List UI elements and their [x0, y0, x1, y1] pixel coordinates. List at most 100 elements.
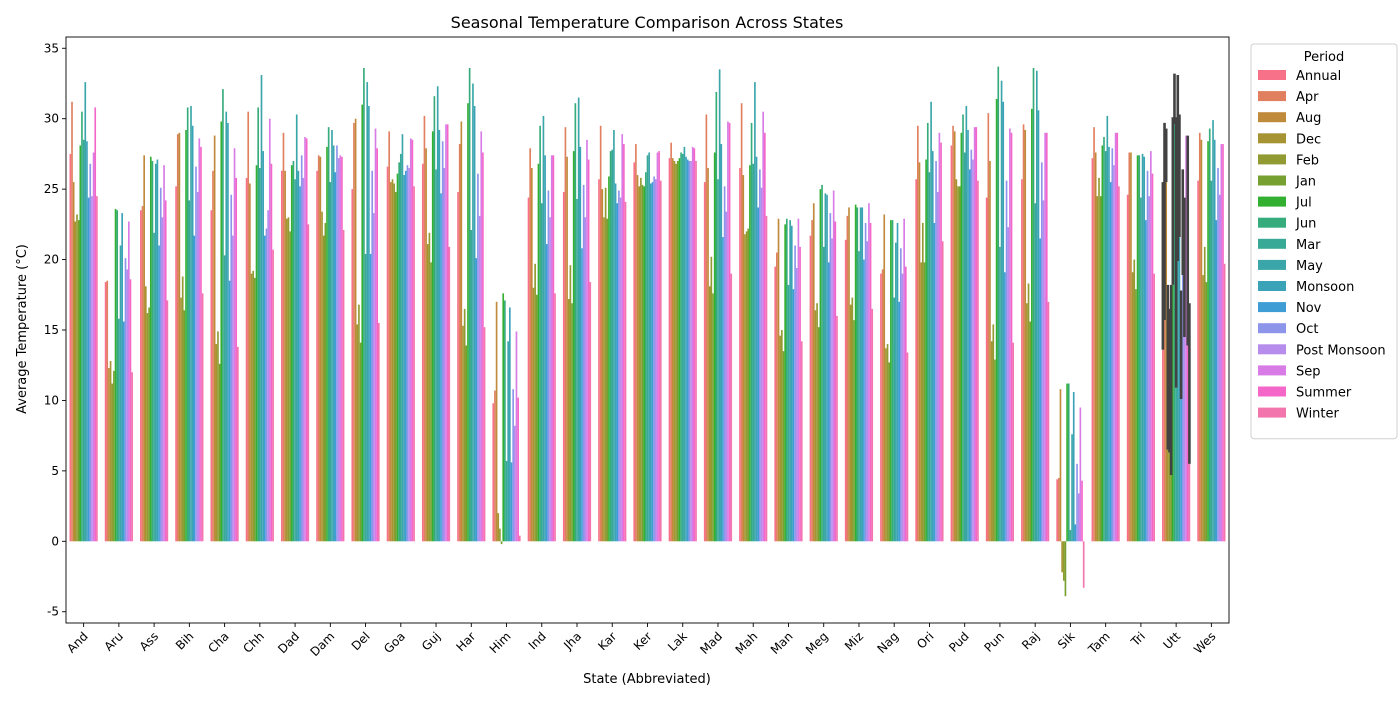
bar — [859, 207, 862, 542]
bar — [750, 122, 753, 542]
bar — [1082, 541, 1085, 588]
y-tick-label: 10 — [44, 393, 59, 407]
bar — [395, 191, 397, 542]
bar — [544, 155, 546, 542]
bar — [1188, 463, 1191, 542]
bar — [265, 228, 268, 542]
bar — [530, 168, 533, 542]
bar — [371, 170, 374, 542]
legend: Period Annual Apr Aug Dec Feb Jan Jul Jun Mar May M… — [1250, 43, 1398, 440]
bar — [280, 170, 283, 542]
bar — [725, 211, 728, 542]
bar — [329, 182, 332, 542]
bar — [718, 69, 721, 542]
bar — [638, 186, 641, 542]
bar — [589, 282, 592, 542]
x-tick-label: Sik — [1055, 629, 1078, 652]
bar — [853, 320, 855, 542]
bar — [201, 293, 204, 542]
x-tick-label: Aru — [101, 629, 126, 654]
bar — [1197, 180, 1199, 542]
bar — [794, 245, 796, 542]
bar — [223, 255, 226, 542]
bar — [868, 203, 870, 542]
bar — [640, 177, 642, 542]
bar — [443, 168, 446, 542]
bar — [953, 131, 956, 542]
x-tick-label: Goa — [381, 629, 408, 656]
bar — [268, 118, 271, 542]
bar — [436, 86, 439, 542]
bar — [849, 304, 852, 542]
bar — [141, 206, 144, 542]
bar — [1212, 120, 1214, 542]
y-tick-label: 20 — [44, 253, 59, 267]
bar — [361, 104, 364, 542]
bar — [537, 163, 540, 542]
bar — [1036, 70, 1038, 542]
bar — [856, 207, 859, 542]
bar — [512, 389, 514, 542]
bar — [425, 148, 427, 542]
bar — [411, 139, 414, 542]
x-tick-label: Del — [349, 629, 373, 653]
bar — [140, 210, 142, 542]
bar — [926, 122, 929, 542]
bar — [176, 134, 179, 542]
bar — [149, 156, 152, 542]
bar — [255, 165, 258, 542]
bar — [161, 217, 164, 542]
x-tick-label: Tri — [1128, 629, 1148, 649]
bar — [354, 118, 357, 542]
bar — [992, 324, 995, 542]
bar — [393, 183, 395, 542]
series-feb — [76, 163, 1206, 581]
bar — [191, 125, 194, 542]
bar — [127, 221, 130, 542]
bar — [671, 158, 674, 542]
bar — [641, 184, 644, 542]
bar — [326, 146, 328, 542]
bar — [587, 159, 590, 542]
bar — [577, 97, 580, 542]
x-tick-label: Miz — [842, 629, 866, 653]
legend-label: Annual — [1296, 69, 1341, 84]
bar — [119, 245, 122, 542]
bar — [730, 273, 733, 542]
bar — [114, 208, 117, 542]
bar — [388, 131, 391, 542]
bar — [186, 107, 189, 542]
bar — [356, 324, 359, 542]
bar — [554, 293, 556, 542]
legend-label: Jun — [1295, 217, 1316, 232]
bar — [180, 297, 182, 542]
bar — [409, 138, 412, 542]
bar — [1067, 383, 1070, 542]
x-tick-label: Him — [487, 629, 514, 656]
bar — [744, 234, 746, 542]
bar — [832, 190, 835, 542]
bar — [972, 159, 974, 542]
bar — [200, 146, 202, 542]
bar — [1061, 541, 1063, 573]
bar — [495, 301, 498, 542]
bar — [893, 297, 896, 542]
bar — [760, 187, 763, 542]
bar — [603, 217, 605, 542]
bar — [1203, 246, 1206, 542]
bar — [925, 159, 927, 542]
y-tick-label: 5 — [51, 464, 59, 478]
bar — [619, 197, 622, 542]
bar — [510, 462, 513, 542]
bar — [297, 170, 300, 542]
bar — [975, 127, 978, 542]
bar — [106, 280, 109, 542]
bar — [1205, 282, 1208, 542]
bar — [686, 159, 689, 542]
bar — [334, 172, 337, 542]
bar — [797, 218, 800, 542]
bar — [935, 160, 937, 542]
bar — [426, 244, 429, 542]
bar — [789, 220, 791, 542]
bar — [270, 163, 273, 542]
